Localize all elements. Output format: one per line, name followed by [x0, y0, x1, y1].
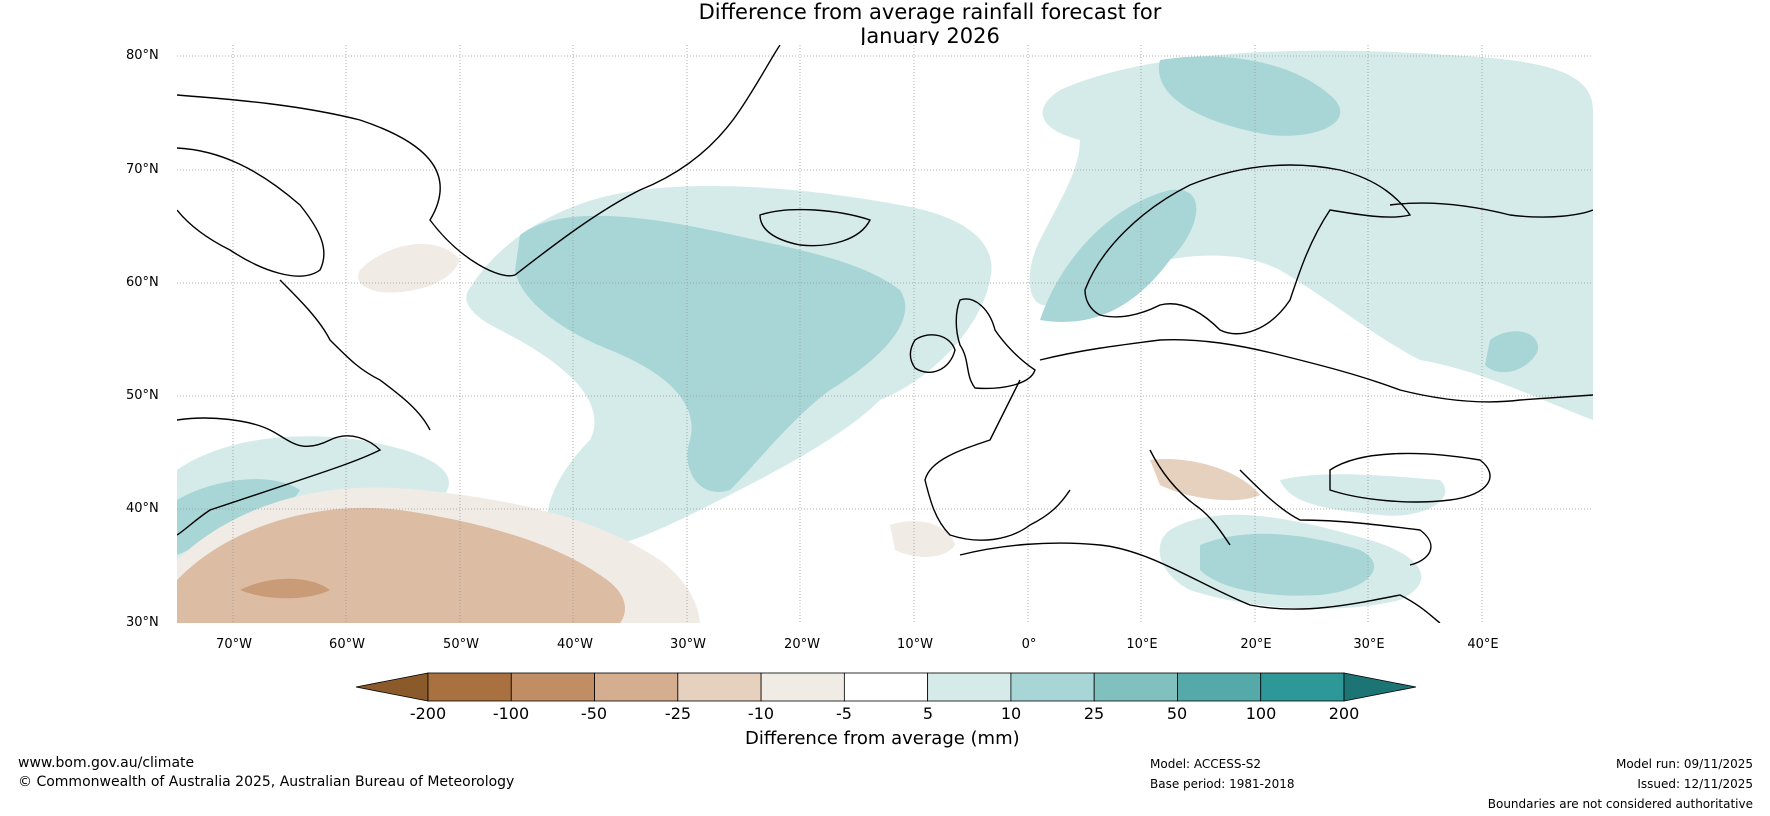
coast-greenland [177, 45, 781, 277]
coastlines [177, 45, 1593, 623]
lon-label-20e: 20°E [1240, 637, 1272, 652]
lon-label-50w: 50°W [443, 637, 479, 652]
lon-label-60w: 60°W [329, 637, 365, 652]
colorbar-swatch [927, 672, 1012, 702]
colorbar-swatch [1093, 672, 1178, 702]
colorbar-swatch [1177, 672, 1262, 702]
coast-black-sea [1329, 452, 1491, 503]
lat-label-70n: 70°N [126, 162, 159, 177]
coast-iberia [924, 379, 1071, 541]
coast-north-africa [959, 542, 1441, 623]
colorbar-tick: 200 [1328, 704, 1360, 723]
lat-label-50n: 50°N [126, 388, 159, 403]
anomaly-north-atlantic-10 [515, 215, 906, 492]
coast-balkans-turkey [1239, 469, 1432, 566]
coast-canadian-arctic [177, 147, 325, 277]
lon-label-40w: 40°W [557, 637, 593, 652]
colorbar-tick: -50 [580, 704, 608, 723]
lon-label-10e: 10°E [1126, 637, 1158, 652]
lon-label-70w: 70°W [216, 637, 252, 652]
coast-great-britain [955, 298, 1036, 390]
colorbar-swatch [1260, 672, 1345, 702]
lat-label-30n: 30°N [126, 615, 159, 630]
anomaly-russia-10 [1485, 331, 1539, 373]
colorbar-tick: -100 [492, 704, 530, 723]
gridlines [177, 45, 1593, 623]
lat-label-40n: 40°N [126, 501, 159, 516]
colorbar-tick: 100 [1245, 704, 1277, 723]
colorbar-title: Difference from average (mm) [745, 728, 1020, 749]
anomaly-barents-10 [1158, 56, 1341, 136]
lon-label-30e: 30°E [1353, 637, 1385, 652]
coast-ireland [909, 334, 956, 373]
anomaly-labrador-dry [358, 243, 460, 293]
colorbar-tick: -10 [747, 704, 775, 723]
lon-label-10w: 10°W [897, 637, 933, 652]
colorbar-tick: 25 [1083, 704, 1105, 723]
map-area [177, 45, 1593, 623]
anomaly-norway-10 [1040, 189, 1197, 322]
lon-label-30w: 30°W [670, 637, 706, 652]
anomaly-med-10 [1200, 533, 1375, 596]
colorbar-swatch [594, 672, 679, 702]
colorbar [355, 672, 1417, 702]
boundaries-disclaimer: Boundaries are not considered authoritat… [1487, 797, 1753, 811]
colorbar-extend-low [355, 672, 429, 702]
coast-italy [1149, 449, 1231, 546]
anomaly-sahara-dry [890, 521, 955, 557]
coast-scandinavia [1084, 164, 1412, 335]
colorbar-extend-high [1343, 672, 1417, 702]
chart-title: Difference from average rainfall forecas… [600, 0, 1260, 48]
colorbar-tick: -200 [409, 704, 447, 723]
title-line-2: January 2026 [860, 24, 1000, 48]
colorbar-swatch [1010, 672, 1095, 702]
colorbar-swatch [677, 672, 762, 702]
base-period: Base period: 1981-2018 [1150, 777, 1295, 791]
website-link[interactable]: www.bom.gov.au/climate [18, 755, 195, 771]
anomaly-aegean-wet [1280, 474, 1446, 516]
coast-north-america-east [177, 417, 382, 536]
colorbar-swatch [843, 672, 929, 702]
colorbar-tick: 50 [1166, 704, 1188, 723]
colorbar-swatch [760, 672, 845, 702]
copyright-text: © Commonwealth of Australia 2025, Austra… [18, 774, 515, 790]
colorbar-tick: -5 [836, 704, 852, 723]
anomaly-subtropical-50 [240, 578, 330, 599]
model-run-date: Model run: 09/11/2025 [1615, 757, 1753, 771]
coast-europe-mainland [1039, 338, 1593, 403]
coast-baffin-labrador [279, 279, 431, 431]
lon-label-20w: 20°W [784, 637, 820, 652]
issued-date: Issued: 12/11/2025 [1637, 777, 1753, 791]
title-line-1: Difference from average rainfall forecas… [698, 0, 1162, 24]
colorbar-swatch [427, 672, 512, 702]
coast-iceland [759, 208, 871, 247]
colorbar-tick: -25 [664, 704, 692, 723]
anomaly-greenland-sea-wet [1029, 50, 1593, 420]
lat-label-80n: 80°N [126, 48, 159, 63]
lon-label-0: 0° [1021, 637, 1037, 652]
model-name: Model: ACCESS-S2 [1150, 757, 1262, 771]
coast-northern-russia [1389, 202, 1593, 218]
colorbar-tick: 5 [922, 704, 934, 723]
colorbar-tick: 10 [1000, 704, 1022, 723]
lat-label-60n: 60°N [126, 275, 159, 290]
lon-label-40e: 40°E [1467, 637, 1499, 652]
colorbar-swatch [510, 672, 595, 702]
